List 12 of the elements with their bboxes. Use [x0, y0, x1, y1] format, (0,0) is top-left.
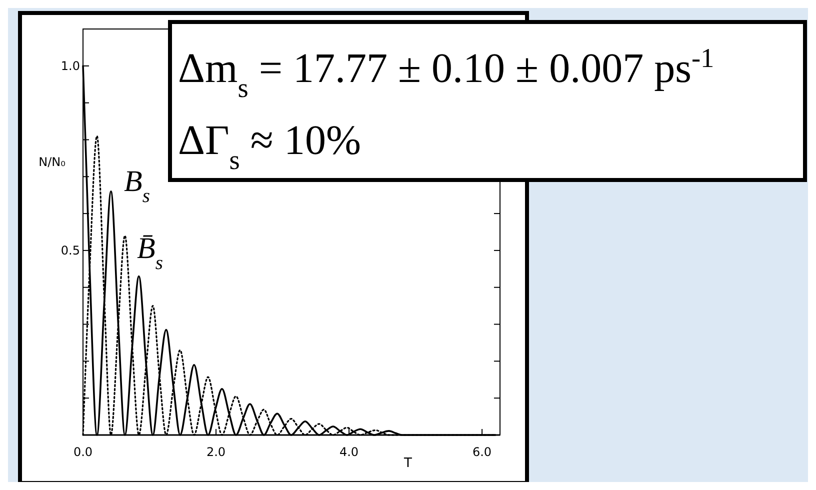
y-axis-title: N/N₀ [38, 155, 66, 169]
series-label: B$_{s}$ [124, 165, 150, 206]
y-tick-label: 0.5 [60, 243, 80, 258]
annotation: Δm$_{s}$ = 17.77 ± 0.10 ± 0.007 ps$^{-1}$ [178, 43, 714, 103]
y-tick-label: 1.0 [60, 58, 80, 73]
x-tick-label: 6.0 [472, 445, 492, 459]
x-tick-label: 0.0 [73, 445, 93, 459]
x-axis-title: T [403, 456, 412, 471]
x-tick-label: 2.0 [206, 445, 226, 459]
series-label: B̄$_{s}$ [137, 232, 163, 274]
annotation: ΔΓ$_{s}$ ≈ 10% [178, 118, 361, 175]
x-tick-label: 4.0 [339, 445, 359, 459]
